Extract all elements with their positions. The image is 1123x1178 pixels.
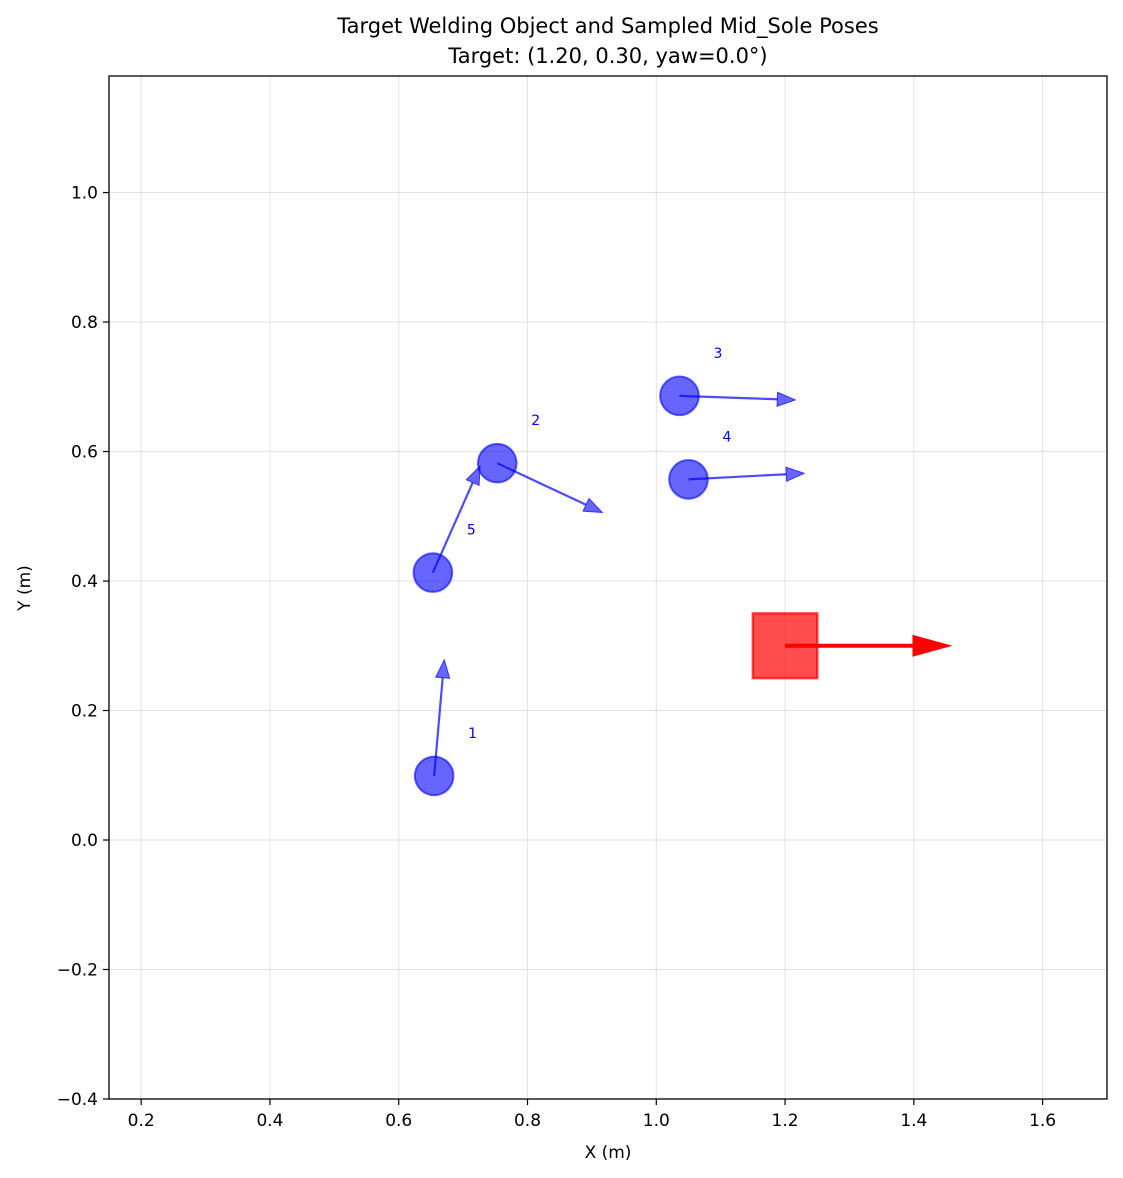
chart-title: Target Welding Object and Sampled Mid_So…: [336, 14, 878, 39]
pose-label: 4: [722, 429, 731, 445]
x-tick-label: 0.4: [256, 1111, 283, 1131]
pose-heading-arrow: [688, 473, 787, 481]
x-tick-label: 0.2: [128, 1111, 155, 1131]
y-axis-label: Y (m): [15, 565, 35, 612]
x-tick-label: 1.6: [1029, 1111, 1056, 1131]
pose-heading-arrowhead: [465, 464, 481, 487]
pose-heading-arrow: [431, 482, 474, 574]
y-tick-label: 0.8: [71, 313, 98, 333]
pose-heading-arrowhead: [582, 497, 604, 514]
target-heading-arrowhead: [912, 634, 953, 657]
x-tick-label: 1.0: [643, 1111, 670, 1131]
x-axis: 0.2 0.4 0.6 0.8 1.0 1.2 1.4 1.6: [128, 1099, 1056, 1131]
chart-subtitle: Target: (1.20, 0.30, yaw=0.0°): [447, 44, 767, 68]
x-tick-label: 0.8: [514, 1111, 541, 1131]
pose-label: 3: [713, 346, 722, 362]
pose-marker: [413, 755, 455, 797]
y-tick-label: 0.6: [71, 443, 98, 463]
y-tick-label: 0.2: [71, 702, 98, 722]
pose-heading-arrow: [433, 677, 444, 777]
y-tick-label: 0.0: [71, 831, 98, 851]
x-tick-label: 1.4: [900, 1111, 927, 1131]
y-tick-label: −0.2: [57, 961, 98, 981]
pose-heading-arrowhead: [785, 466, 806, 482]
pose-label: 2: [531, 413, 540, 429]
y-axis: −0.4 −0.2 0.0 0.2 0.4 0.6 0.8 1.0: [57, 184, 109, 1110]
pose-marker: [412, 552, 454, 593]
x-axis-label: X (m): [585, 1143, 632, 1163]
x-tick-label: 1.2: [772, 1111, 799, 1131]
plot-area: 1 2 3 4 5: [412, 346, 953, 797]
axes-frame: [108, 75, 1108, 1100]
grid: [109, 76, 1107, 1100]
pose-heading-arrow: [679, 394, 778, 401]
pose-heading-arrowhead: [776, 391, 797, 407]
x-tick-label: 0.6: [385, 1111, 412, 1131]
y-tick-label: 1.0: [71, 184, 98, 204]
pose-heading-arrow: [496, 462, 587, 506]
y-tick-label: −0.4: [57, 1090, 98, 1110]
pose-label: 5: [467, 523, 476, 539]
pose-heading-arrowhead: [434, 658, 451, 679]
y-tick-label: 0.4: [71, 572, 98, 592]
pose-label: 1: [468, 726, 477, 742]
